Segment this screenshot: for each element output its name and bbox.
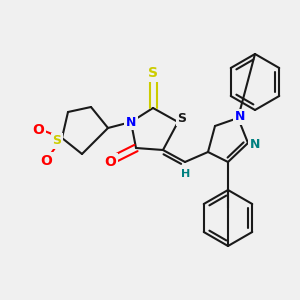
Text: N: N	[235, 110, 245, 124]
Text: O: O	[104, 155, 116, 169]
Text: H: H	[182, 169, 190, 179]
Text: O: O	[32, 123, 44, 137]
Text: N: N	[126, 116, 136, 128]
Text: N: N	[250, 139, 260, 152]
Text: S: S	[52, 134, 62, 148]
Text: S: S	[178, 112, 187, 124]
Text: S: S	[148, 66, 158, 80]
Text: O: O	[40, 154, 52, 168]
